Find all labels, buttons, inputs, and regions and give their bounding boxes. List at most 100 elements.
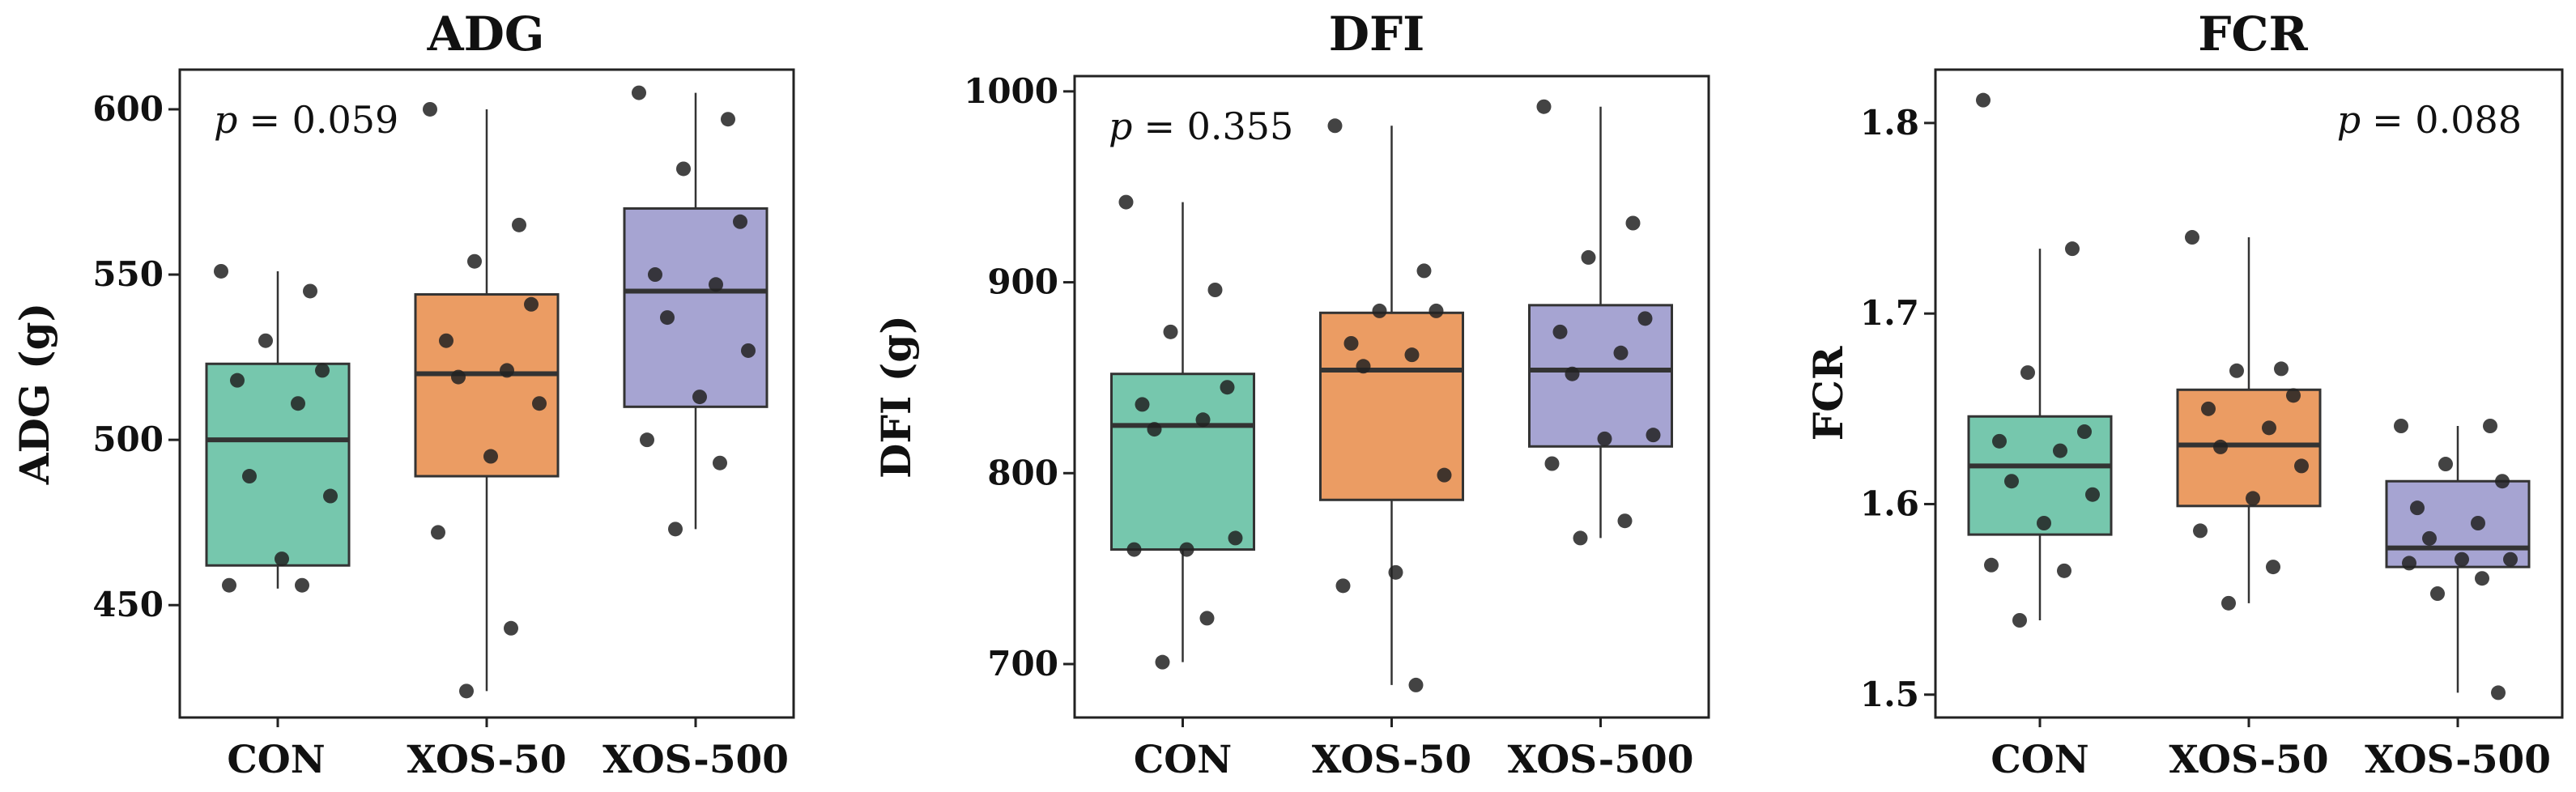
data-point	[524, 296, 539, 312]
y-tick-label: 1.8	[1860, 103, 1919, 143]
data-point	[323, 488, 338, 504]
data-point	[1404, 347, 1420, 363]
data-point	[2065, 241, 2080, 257]
data-point	[2286, 388, 2301, 403]
box-con	[205, 263, 351, 593]
box-iqr	[1528, 304, 1673, 448]
data-point	[2229, 363, 2244, 378]
data-point	[2503, 551, 2518, 567]
data-point	[1437, 467, 1452, 483]
x-tick-label: CON	[227, 738, 325, 782]
data-point	[504, 620, 518, 636]
data-point	[512, 217, 526, 232]
x-tick-label: XOS-500	[1508, 738, 1694, 782]
data-point	[1544, 456, 1560, 471]
data-point	[2274, 361, 2289, 377]
data-point	[1408, 677, 1424, 692]
data-point	[1536, 99, 1552, 114]
data-point	[459, 683, 474, 699]
y-tick-label: 500	[92, 419, 164, 459]
chart-title: DFI	[1329, 6, 1425, 62]
data-point	[668, 522, 683, 537]
data-point	[2491, 685, 2506, 700]
box-iqr	[623, 207, 769, 408]
box-con	[1967, 92, 2113, 628]
data-point	[676, 161, 691, 177]
data-point	[640, 432, 654, 448]
box-iqr	[205, 362, 351, 567]
box-iqr	[414, 293, 560, 478]
box-con	[1110, 194, 1255, 670]
data-point	[733, 214, 747, 229]
data-point	[2430, 586, 2445, 602]
x-tick-label: CON	[1991, 738, 2088, 782]
data-point	[291, 396, 305, 411]
data-point	[1343, 336, 1359, 351]
data-point	[2037, 516, 2051, 530]
data-point	[2085, 487, 2100, 502]
data-point	[2475, 571, 2489, 586]
y-tick-label: 1.7	[1860, 293, 1919, 333]
y-tick-label: 550	[92, 254, 164, 294]
data-point	[1646, 428, 1661, 443]
data-point	[2057, 563, 2071, 578]
data-point	[1163, 324, 1178, 339]
data-point	[721, 112, 735, 127]
data-point	[692, 390, 707, 405]
data-point	[2185, 230, 2199, 245]
data-point	[2410, 500, 2425, 516]
data-point	[660, 310, 675, 326]
box-iqr	[2385, 479, 2531, 568]
panel-dfi: DFI DFI (g) 700 800 900 1000 CON XOS-50 XOS-500 p…	[872, 6, 1710, 782]
data-point	[1617, 513, 1633, 529]
data-point	[713, 455, 727, 471]
data-point	[1372, 303, 1387, 318]
data-point	[500, 363, 514, 378]
y-tick-label: 800	[987, 453, 1058, 492]
data-point	[709, 277, 723, 292]
panel-fcr: FCR FCR 1.5 1.6 1.7 1.8 CON XOS-50 XOS-500 p = 0.0…	[1804, 6, 2564, 782]
box-iqr	[1110, 373, 1255, 551]
data-point	[303, 283, 317, 299]
data-point	[2483, 419, 2497, 433]
data-point	[1976, 92, 1991, 108]
data-point	[1228, 530, 1243, 546]
data-point	[451, 369, 466, 385]
data-point	[1155, 654, 1170, 670]
panel-adg: ADG ADG (g) 450 500 550 600 CON XOS-50 XOS-500 p =…	[11, 6, 795, 782]
x-tick-label: XOS-500	[602, 738, 789, 782]
data-point	[1429, 303, 1444, 318]
data-point	[648, 267, 662, 283]
data-point	[2213, 439, 2228, 454]
box-iqr	[2176, 388, 2322, 508]
data-point	[275, 551, 289, 567]
data-point	[1388, 564, 1403, 580]
data-point	[1335, 578, 1351, 594]
box-xos-50	[414, 101, 560, 699]
data-point	[2221, 595, 2236, 611]
box-xos-50	[2176, 230, 2322, 611]
chart-title: ADG	[427, 6, 545, 62]
data-point	[1625, 215, 1641, 231]
data-point	[741, 343, 756, 358]
data-point	[1552, 324, 1568, 339]
data-point	[1416, 263, 1432, 279]
data-point	[439, 333, 453, 348]
data-point	[2201, 401, 2216, 416]
p-symbol: p	[2337, 98, 2361, 142]
data-point	[1573, 530, 1588, 546]
data-point	[1992, 433, 2007, 449]
data-point	[431, 525, 445, 540]
p-symbol: p	[214, 98, 237, 142]
data-point	[1118, 194, 1134, 210]
p-value-annotation: p = 0.088	[2337, 98, 2522, 142]
y-axis-label: FCR	[1804, 346, 1852, 441]
data-point	[1135, 397, 1150, 412]
chart-title: FCR	[2198, 6, 2308, 62]
p-value: = 0.355	[1143, 104, 1293, 148]
data-point	[1327, 118, 1343, 134]
y-tick-label: 450	[92, 585, 164, 624]
data-point	[1637, 311, 1653, 326]
data-point	[1199, 611, 1215, 626]
